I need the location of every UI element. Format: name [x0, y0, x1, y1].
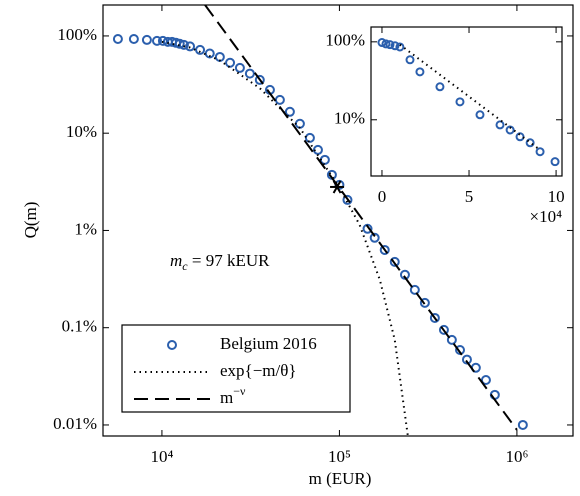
data-point	[377, 38, 387, 48]
data-point	[405, 55, 415, 65]
legend-label: exp{−m/θ}	[220, 361, 297, 380]
data-point	[174, 38, 185, 49]
annotation-marker	[330, 180, 345, 194]
data-point	[141, 34, 152, 45]
data-point	[446, 334, 457, 345]
plot-area	[371, 27, 562, 176]
data-point	[455, 97, 465, 107]
data-point	[435, 82, 445, 92]
star-stroke	[332, 180, 342, 194]
data-point	[312, 144, 323, 155]
y-tick-label: 0.01%	[53, 414, 97, 433]
axes-frame	[370, 26, 563, 177]
plot-group	[377, 38, 560, 167]
legend-name: m	[220, 388, 233, 407]
data-point	[415, 67, 425, 77]
axes-frame	[102, 4, 574, 437]
data-point	[284, 106, 295, 117]
data-point	[461, 354, 472, 365]
data-point	[157, 35, 168, 46]
x-tick-label: 10⁶	[505, 447, 528, 466]
data-point	[225, 57, 236, 68]
data-point	[151, 35, 162, 46]
data-point	[419, 297, 430, 308]
x-tick-label: 0	[378, 187, 387, 206]
data-point	[342, 194, 353, 205]
legend-superscript: −ν	[233, 384, 246, 398]
x-tick-label: 10⁴	[150, 447, 173, 466]
data-point	[550, 157, 560, 167]
data-point	[304, 132, 315, 143]
data-point	[178, 39, 189, 50]
legend-name: exp{−m/θ}	[220, 361, 297, 380]
data-point	[429, 312, 440, 323]
data-point	[535, 147, 545, 157]
annotation-symbol: m	[170, 251, 182, 270]
data-point	[379, 244, 390, 255]
data-point	[525, 138, 535, 148]
legend-name: Belgium 2016	[220, 334, 317, 353]
series-line	[204, 5, 518, 431]
legend-label: Belgium 2016	[220, 334, 317, 353]
y-tick-label: 10%	[66, 122, 97, 141]
data-point	[195, 44, 206, 55]
legend-marker	[167, 340, 177, 350]
x-tick-label: 5	[465, 187, 474, 206]
data-point	[128, 33, 139, 44]
x-multiplier: ×10⁴	[529, 207, 562, 226]
data-point	[381, 39, 391, 49]
data-point	[475, 110, 485, 120]
legend-label: m−ν	[220, 384, 246, 407]
y-tick-label: 100%	[325, 31, 365, 50]
data-point	[385, 40, 395, 50]
data-point	[244, 68, 255, 79]
x-tick-label: 10	[548, 187, 565, 206]
data-point	[505, 125, 515, 135]
x-tick-label: 10⁵	[328, 447, 351, 466]
y-axis-label: Q(m)	[21, 202, 40, 239]
annotation-suffix: = 97 kEUR	[188, 251, 270, 270]
data-point	[369, 232, 380, 243]
data-point	[254, 74, 265, 85]
x-axis-label: m (EUR)	[309, 469, 372, 488]
data-point	[185, 41, 196, 52]
data-point	[395, 42, 405, 52]
data-point	[480, 374, 491, 385]
series-line	[161, 40, 409, 436]
annotation-subscript: c	[182, 259, 188, 273]
data-point	[389, 256, 400, 267]
data-point	[409, 284, 420, 295]
plot-group	[112, 5, 528, 436]
axes: 0 5 10 10% 100% ×10⁴	[325, 26, 565, 226]
y-tick-label: 0.1%	[62, 317, 97, 336]
y-tick-label: 1%	[74, 219, 97, 238]
data-point	[517, 419, 528, 430]
data-point	[112, 33, 123, 44]
legend: Belgium 2016 exp{−m/θ} m−ν	[121, 324, 351, 413]
data-point	[390, 41, 400, 51]
annotation-text: mc = 97 kEUR	[170, 251, 270, 273]
data-point	[495, 120, 505, 130]
y-tick-label: 100%	[57, 25, 97, 44]
y-tick-label: 10%	[334, 109, 365, 128]
data-point	[438, 324, 449, 335]
legend-box	[121, 324, 351, 413]
data-point	[234, 62, 245, 73]
